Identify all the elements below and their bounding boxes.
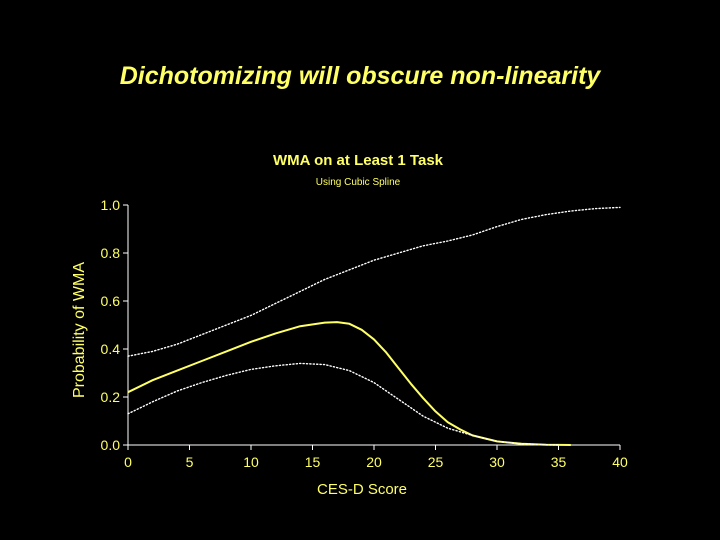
y-tick-label: 0.6 xyxy=(101,293,121,309)
x-tick-label: 10 xyxy=(243,454,259,470)
x-tick-label: 40 xyxy=(612,454,628,470)
y-tick-label: 0.2 xyxy=(101,389,121,405)
x-tick-label: 35 xyxy=(551,454,567,470)
series-group xyxy=(127,206,621,446)
series-line-estimate xyxy=(127,321,571,446)
x-tick-label: 15 xyxy=(305,454,321,470)
y-tick-label: 0.8 xyxy=(101,245,121,261)
x-tick-label: 25 xyxy=(428,454,444,470)
series-line-lower-ci xyxy=(127,362,560,446)
chart-subtitle: Using Cubic Spline xyxy=(316,177,401,188)
y-tick-label: 0.0 xyxy=(101,437,121,453)
axes: 0.0 0.2 0.4 0.6 0.8 1.0 0 5 10 15 20 25 30 35 40 xyxy=(101,197,628,470)
x-tick-label: 30 xyxy=(489,454,505,470)
x-tick-label: 0 xyxy=(124,454,132,470)
x-tick-label: 20 xyxy=(366,454,382,470)
chart-title: WMA on at Least 1 Task xyxy=(273,152,444,169)
x-axis-label: CES-D Score xyxy=(317,481,407,498)
x-tick-label: 5 xyxy=(186,454,194,470)
series-line-upper-ci xyxy=(127,206,621,357)
y-axis-label: Probability of WMA xyxy=(71,262,88,398)
y-tick-label: 0.4 xyxy=(101,341,121,357)
slide-title: Dichotomizing will obscure non-linearity xyxy=(119,62,601,90)
y-tick-label: 1.0 xyxy=(101,197,121,213)
